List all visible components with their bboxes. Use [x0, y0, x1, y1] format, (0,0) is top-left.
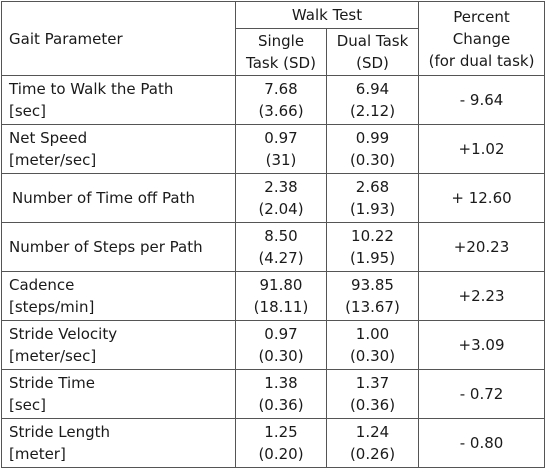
dual-task-cell: 0.99 (0.30) [325, 124, 420, 174]
dual-task-cell: 1.37 (0.36) [325, 369, 420, 419]
single-task-cell: 0.97 (31) [235, 124, 327, 174]
parameter-cell: Cadence [steps/min] [1, 271, 236, 321]
dual-task-cell: 1.24 (0.26) [325, 418, 420, 468]
parameter-cell: Number of Time off Path [1, 173, 236, 223]
single-task-cell: 7.68 (3.66) [235, 75, 327, 125]
percent-change-cell: +3.09 [418, 320, 546, 370]
table-row: Time to Walk the Path [sec] 7.68 (3.66) … [1, 75, 546, 125]
parameter-cell: Number of Steps per Path [1, 222, 236, 272]
dual-task-cell: 2.68 (1.93) [325, 173, 420, 223]
header-walk-test: Walk Test [234, 1, 420, 29]
dual-task-cell: 93.85 (13.67) [325, 271, 420, 321]
single-task-cell: 91.80 (18.11) [235, 271, 327, 321]
header-dual-task: Dual Task (SD) [325, 28, 420, 76]
dual-task-cell: 6.94 (2.12) [325, 75, 420, 125]
header-percent-change: Percent Change (for dual task) [418, 1, 546, 76]
single-task-cell: 8.50 (4.27) [235, 222, 327, 272]
parameter-cell: Stride Length [meter] [1, 418, 236, 468]
table-row: Cadence [steps/min] 91.80 (18.11) 93.85 … [1, 271, 546, 321]
header-gait-parameter: Gait Parameter [1, 1, 236, 76]
dual-task-cell: 10.22 (1.95) [325, 222, 420, 272]
table-row: Number of Time off Path 2.38 (2.04) 2.68… [1, 173, 546, 223]
percent-change-cell: +2.23 [418, 271, 546, 321]
single-task-cell: 2.38 (2.04) [235, 173, 327, 223]
parameter-cell: Stride Velocity [meter/sec] [1, 320, 236, 370]
table-row: Stride Velocity [meter/sec] 0.97 (0.30) … [1, 320, 546, 370]
percent-change-cell: +20.23 [418, 222, 546, 272]
percent-change-cell: +1.02 [418, 124, 546, 174]
table-row: Stride Time [sec] 1.38 (0.36) 1.37 (0.36… [1, 369, 546, 419]
single-task-cell: 1.25 (0.20) [235, 418, 327, 468]
table-row: Net Speed [meter/sec] 0.97 (31) 0.99 (0.… [1, 124, 546, 174]
parameter-cell: Time to Walk the Path [sec] [1, 75, 236, 125]
single-task-cell: 0.97 (0.30) [235, 320, 327, 370]
header-single-task: Single Task (SD) [235, 28, 327, 76]
parameter-cell: Stride Time [sec] [1, 369, 236, 419]
percent-change-cell: - 0.80 [418, 418, 546, 468]
dual-task-cell: 1.00 (0.30) [325, 320, 420, 370]
table-row: Number of Steps per Path 8.50 (4.27) 10.… [1, 222, 546, 272]
parameter-cell: Net Speed [meter/sec] [1, 124, 236, 174]
table-row: Stride Length [meter] 1.25 (0.20) 1.24 (… [1, 418, 546, 468]
percent-change-cell: - 0.72 [418, 369, 546, 419]
percent-change-cell: - 9.64 [418, 75, 546, 125]
percent-change-cell: + 12.60 [418, 173, 546, 223]
single-task-cell: 1.38 (0.36) [235, 369, 327, 419]
